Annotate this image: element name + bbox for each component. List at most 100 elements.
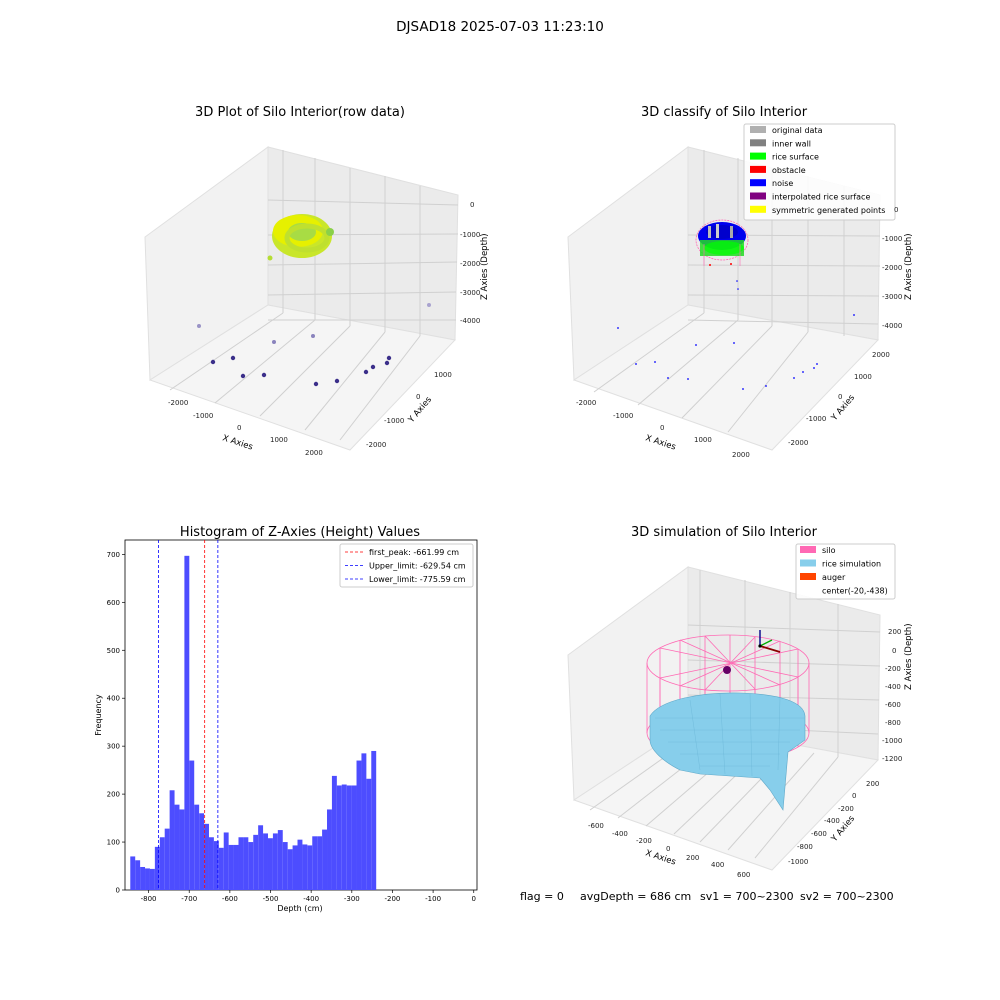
legend-label: first_peak: -661.99 cm — [369, 548, 459, 557]
auger-arrows — [758, 630, 781, 653]
histogram-bar — [184, 555, 190, 890]
panel-raw-3d: 3D Plot of Silo Interior(row data) — [144, 105, 490, 457]
histogram-bar — [287, 849, 293, 890]
tick: -1000 — [384, 417, 404, 425]
x-tick-label: -600 — [222, 895, 238, 903]
legend-swatch — [750, 165, 766, 173]
legend-swatch — [750, 152, 766, 160]
histogram-y-ticks: 0 100 200 300 400 500 600 700 — [107, 551, 125, 895]
legend-label: inner wall — [772, 139, 811, 148]
y-tick-label: 200 — [107, 791, 120, 799]
classify-z-ticks: 0 -1000 -2000 -3000 -4000 — [882, 206, 902, 330]
histogram-bar — [327, 809, 332, 890]
histogram-reference-lines — [158, 540, 219, 890]
tick: -400 — [824, 817, 840, 825]
y-tick-label: 500 — [107, 647, 120, 655]
histogram-bar — [371, 750, 377, 890]
center-marker — [723, 666, 731, 674]
status-flag: flag = 0 — [520, 890, 564, 903]
tick: -400 — [885, 683, 901, 691]
pane-floor — [572, 304, 880, 451]
tick: 200 — [686, 854, 699, 862]
tick: -1000 — [788, 858, 808, 866]
legend-swatch — [750, 192, 766, 200]
raw-x-label: X Axies — [221, 433, 254, 452]
tick: -400 — [612, 830, 628, 838]
simulation-x-label: X Axies — [644, 848, 677, 867]
panel-histogram: Histogram of Z-Axies (Height) Values -80… — [94, 525, 478, 913]
status-sv1: sv1 = 700~2300 — [700, 890, 794, 903]
x-tick-label: -400 — [303, 895, 319, 903]
histogram-bar — [341, 784, 347, 890]
legend-label: Upper_limit: -629.54 cm — [369, 562, 466, 571]
tick: -3000 — [460, 289, 480, 297]
panel-simulation-3d: 3D simulation of Silo Interior — [567, 525, 914, 879]
legend-label: silo — [822, 546, 836, 555]
x-tick-label: 0 — [472, 895, 476, 903]
simulation-title: 3D simulation of Silo Interior — [631, 525, 818, 540]
legend-label: noise — [772, 179, 793, 188]
x-tick-label: -800 — [141, 895, 157, 903]
histogram-bar — [267, 838, 273, 890]
tick: 0 — [894, 206, 898, 214]
tick: 600 — [737, 871, 750, 879]
histogram-bar — [194, 804, 200, 890]
tick: -800 — [797, 843, 813, 851]
tick: -1000 — [882, 737, 902, 745]
tick: -2000 — [788, 439, 808, 447]
raw-z-label: Z Axies (Depth) — [480, 233, 490, 300]
histogram-bar — [307, 845, 313, 890]
histogram-bar — [248, 842, 254, 890]
tick: -2000 — [460, 260, 480, 268]
histogram-bar — [322, 829, 328, 890]
histogram-bar — [292, 845, 298, 890]
panel-raw-title: 3D Plot of Silo Interior(row data) — [195, 105, 405, 120]
tick: 1000 — [854, 373, 872, 381]
legend-label: original data — [772, 126, 823, 135]
tick: -2000 — [366, 441, 386, 449]
tick: 1000 — [270, 436, 288, 444]
tick: 0 — [237, 424, 241, 432]
legend-swatch — [750, 179, 766, 187]
tick: 200 — [866, 780, 879, 788]
y-tick-label: 600 — [107, 599, 120, 607]
tick: 0 — [838, 393, 842, 401]
legend-swatch — [750, 139, 766, 147]
tick: 0 — [660, 424, 664, 432]
tick: 1000 — [694, 436, 712, 444]
classify-point-cloud — [695, 219, 749, 290]
x-tick-label: -100 — [425, 895, 441, 903]
histogram-bar — [346, 785, 352, 890]
histogram-bars — [130, 555, 377, 890]
y-tick-label: 100 — [107, 839, 120, 847]
simulation-z-ticks: 200 0 -200 -400 -600 -800 -1000 -1200 — [882, 628, 902, 763]
legend-swatch — [800, 546, 816, 553]
pane-floor — [148, 304, 456, 451]
status-line: flag = 0 avgDepth = 686 cm sv1 = 700~230… — [520, 890, 894, 903]
classify-z-label: Z Axies (Depth) — [904, 233, 914, 300]
histogram-bar — [351, 785, 357, 890]
histogram-bar — [169, 790, 175, 890]
histogram-bar — [366, 778, 372, 890]
classify-x-label: X Axies — [644, 433, 677, 452]
status-avg-depth: avgDepth = 686 cm — [580, 890, 691, 903]
classify-x-ticks: -2000 -1000 0 1000 2000 — [576, 399, 750, 459]
tick: -2000 — [882, 264, 902, 272]
histogram-bar — [356, 760, 362, 890]
tick: -1000 — [882, 235, 902, 243]
histogram-legend: first_peak: -661.99 cm Upper_limit: -629.… — [339, 543, 474, 588]
histogram-bar — [312, 836, 318, 890]
tick: -2000 — [168, 399, 188, 407]
tick: -800 — [885, 719, 901, 727]
classify-y-ticks: -2000 -1000 0 1000 2000 — [788, 351, 890, 447]
histogram-bar — [135, 860, 141, 890]
raw-x-ticks: -2000 -1000 0 1000 2000 — [168, 399, 323, 457]
histogram-bar — [159, 837, 165, 890]
histogram-bar — [204, 823, 209, 890]
legend-label: Lower_limit: -775.59 cm — [369, 575, 466, 584]
rice-ring-cluster — [267, 214, 334, 261]
raw-y-ticks: -2000 -1000 0 1000 — [366, 371, 452, 449]
x-tick-label: -200 — [385, 895, 401, 903]
status-sv2: sv2 = 700~2300 — [800, 890, 894, 903]
legend-label: symmetric generated points — [772, 206, 885, 215]
